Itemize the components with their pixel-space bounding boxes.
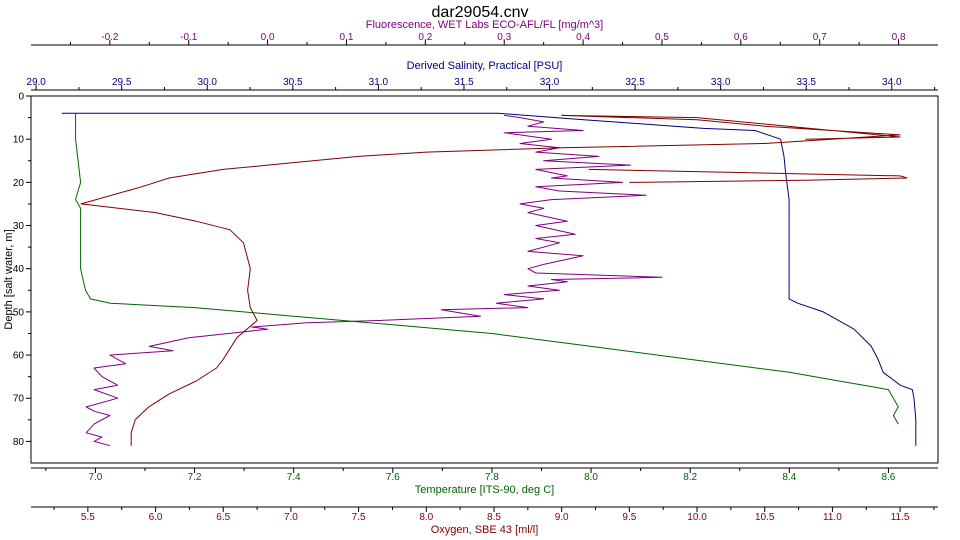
salinity-tick-label: 30.0 [198,77,218,88]
plot-frame [30,95,939,464]
oxygen-tick-label: 7.5 [352,512,366,523]
depth-tick-label: 10 [13,135,25,146]
salinity-tick-label: 32.5 [625,77,645,88]
fluorescence-tick-label: 0.5 [655,32,669,43]
salinity-tick-label: 29.0 [26,77,46,88]
depth-axis: 0 10 20 30 40 50 60 70 80 Depth [salt water, m] [3,92,31,448]
depth-axis-title: Depth [salt water, m] [3,229,15,329]
temperature-tick-label: 7.8 [485,472,499,483]
oxygen-tick-label: 5.5 [81,512,95,523]
fluorescence-tick-label: 0.8 [892,32,906,43]
oxygen-tick-label: 8.5 [487,512,501,523]
temperature-profile-line [75,113,899,425]
fluorescence-tick-label: 0.3 [497,32,511,43]
depth-tick-label: 50 [13,307,25,318]
temperature-axis: 7.0 7.2 7.4 7.6 7.8 8.0 8.2 8.4 8.6 Temperature [… [31,467,938,496]
depth-tick-label: 70 [13,394,25,405]
fluorescence-profile-line [85,114,663,447]
oxygen-tick-label: 10.5 [755,512,775,523]
depth-tick-label: 20 [13,178,25,189]
fluorescence-tick-label: 0.0 [261,32,275,43]
salinity-tick-label: 34.0 [882,77,902,88]
depth-tick-label: 80 [13,437,25,448]
oxygen-tick-label: 6.5 [216,512,230,523]
fluorescence-tick-label: 0.4 [576,32,590,43]
salinity-tick-label: 31.5 [454,77,474,88]
temperature-tick-label: 8.0 [584,472,598,483]
temperature-tick-label: 7.0 [88,472,102,483]
fluorescence-axis: -0.2 -0.1 0.0 0.1 0.2 0.3 0.4 0.5 0.6 0.7 0.8 Fluor… [31,19,938,46]
oxygen-tick-label: 9.0 [555,512,569,523]
oxygen-tick-label: 10.0 [687,512,707,523]
salinity-axis-title: Derived Salinity, Practical [PSU] [407,60,563,72]
oxygen-tick-label: 11.5 [891,512,910,523]
fluorescence-axis-title: Fluorescence, WET Labs ECO-AFL/FL [mg/m^… [366,19,603,31]
oxygen-axis: 5.5 6.0 6.5 7.0 7.5 8.0 8.5 9.0 9.5 10.0 10.5 11.0 1… [31,506,938,536]
oxygen-tick-label: 7.0 [284,512,298,523]
oxygen-tick-label: 8.0 [419,512,433,523]
temperature-tick-label: 7.4 [287,472,301,483]
oxygen-axis-title: Oxygen, SBE 43 [ml/l] [431,524,539,536]
depth-tick-label: 40 [13,264,25,275]
temperature-tick-label: 7.6 [386,472,400,483]
oxygen-profile-line [80,114,901,446]
salinity-tick-label: 30.5 [283,77,303,88]
series-layer [61,112,917,447]
salinity-tick-label: 33.5 [796,77,816,88]
temperature-axis-title: Temperature [ITS-90, deg C] [415,484,554,496]
oxygen-tick-label: 11.0 [823,512,842,523]
depth-tick-label: 0 [18,92,24,103]
chart-title: dar29054.cnv [432,4,529,21]
salinity-tick-label: 32.0 [540,77,560,88]
salinity-tick-label: 33.0 [711,77,731,88]
depth-tick-label: 60 [13,351,25,362]
oxygen-profile-line [588,168,908,183]
fluorescence-tick-label: 0.7 [813,32,827,43]
salinity-tick-label: 29.5 [112,77,132,88]
fluorescence-tick-label: -0.2 [101,32,119,43]
axes-layer: -0.2 -0.1 0.0 0.1 0.2 0.3 0.4 0.5 0.6 0.7 0.8 Fluor… [3,19,938,536]
temperature-tick-label: 7.2 [188,472,202,483]
oxygen-tick-label: 6.0 [149,512,163,523]
depth-tick-label: 30 [13,221,25,232]
fluorescence-tick-label: 0.1 [340,32,354,43]
temperature-tick-label: 8.2 [683,472,697,483]
salinity-tick-label: 31.0 [369,77,389,88]
temperature-tick-label: 8.6 [881,472,895,483]
temperature-tick-label: 8.4 [782,472,796,483]
fluorescence-tick-label: 0.6 [734,32,748,43]
fluorescence-tick-label: -0.1 [180,32,198,43]
salinity-axis: 29.0 29.5 30.0 30.5 31.0 31.5 32.0 32.5 33.0 33.5… [26,60,938,91]
fluorescence-tick-label: 0.2 [418,32,432,43]
oxygen-tick-label: 9.5 [622,512,636,523]
salinity-profile-line [61,112,917,446]
